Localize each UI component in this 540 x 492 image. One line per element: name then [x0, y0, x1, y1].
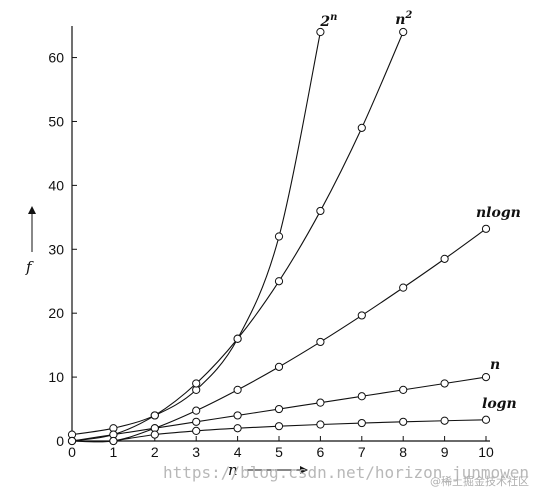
series-n-point	[440, 379, 449, 388]
y-tick-label: 0	[56, 433, 64, 449]
series-2n-point	[316, 27, 325, 37]
series-logn-label: logn	[482, 396, 517, 412]
series-logn-point	[357, 418, 366, 428]
series-n-point	[481, 372, 491, 382]
series-n-squared-line	[71, 31, 404, 442]
y-tick-label: 40	[48, 177, 64, 193]
y-tick-label: 20	[48, 305, 64, 321]
watermark-site: @稀土掘金技术社区	[430, 474, 529, 488]
series-logn-point	[274, 422, 284, 431]
series-n-squared-point	[233, 334, 242, 343]
series-logn-line	[113, 419, 487, 442]
markers	[67, 27, 491, 446]
series-n-point	[316, 398, 325, 407]
series-nlogn-point	[481, 224, 491, 233]
series-n-point	[399, 385, 408, 394]
x-tick-label: 4	[234, 444, 242, 460]
watermark-url: https://blog.csdn.net/horizon_junmowen	[163, 463, 529, 482]
x-tick-label: 3	[192, 444, 200, 460]
series-nlogn-point	[316, 337, 325, 347]
x-tick-label: 10	[478, 444, 494, 460]
x-tick-label: 5	[275, 444, 283, 460]
y-axis-arrowhead	[28, 206, 36, 214]
series-logn-point	[233, 424, 242, 433]
series-n-squared-point	[316, 206, 325, 216]
series-logn-point	[316, 420, 325, 429]
series-nlogn-point	[440, 254, 449, 263]
series-n-squared-point	[150, 411, 159, 420]
axes: 0 1 2 3 4 5 6 7 8 9 10 0 10 20 30 40 50 60	[48, 26, 494, 460]
series-n-squared-point	[357, 123, 366, 132]
y-tick-label: 50	[48, 113, 64, 129]
series-nlogn-label: nlogn	[476, 205, 521, 221]
x-tick-label: 7	[358, 444, 366, 460]
y-axis-label: f	[25, 258, 34, 276]
series-nlogn-point	[357, 311, 366, 320]
series-logn-point	[192, 426, 201, 436]
series-logn-point	[150, 430, 159, 439]
series-n-squared-point	[192, 379, 201, 388]
x-axis-arrowhead	[300, 466, 308, 474]
x-axis-label: n	[228, 461, 238, 479]
x-tick-label: 8	[399, 444, 407, 460]
x-tick-label: 1	[110, 444, 118, 460]
x-tick-label: 9	[441, 444, 449, 460]
series-n-point	[67, 436, 77, 446]
series-nlogn-point	[399, 283, 408, 292]
series-logn-point	[399, 417, 408, 426]
series-2n-label: 2n	[319, 12, 337, 30]
series-n-point	[357, 392, 366, 401]
series-nlogn-point	[274, 362, 284, 371]
series-logn-point	[109, 436, 118, 446]
x-tick-label: 0	[68, 444, 76, 460]
x-tick-label: 2	[151, 444, 159, 460]
y-tick-label: 10	[48, 369, 64, 385]
series-nlogn-point	[233, 385, 242, 394]
series-2n-line	[71, 31, 321, 436]
series-n-point	[274, 404, 284, 414]
x-tick-label: 6	[317, 444, 325, 460]
series-logn-point	[440, 416, 449, 425]
series-2n-point	[274, 232, 284, 241]
y-tick-label: 30	[48, 241, 64, 257]
curves	[71, 31, 487, 443]
series-n-point	[233, 411, 242, 420]
series-nlogn-point	[192, 406, 201, 415]
series-n-squared-point	[399, 27, 408, 37]
series-n-squared-point	[274, 277, 284, 286]
series-n-squared-label: n2	[395, 10, 412, 28]
y-tick-label: 60	[48, 50, 64, 66]
series-n-label: n	[490, 357, 500, 373]
series-n-point	[192, 417, 201, 426]
series-logn-point	[481, 415, 491, 424]
